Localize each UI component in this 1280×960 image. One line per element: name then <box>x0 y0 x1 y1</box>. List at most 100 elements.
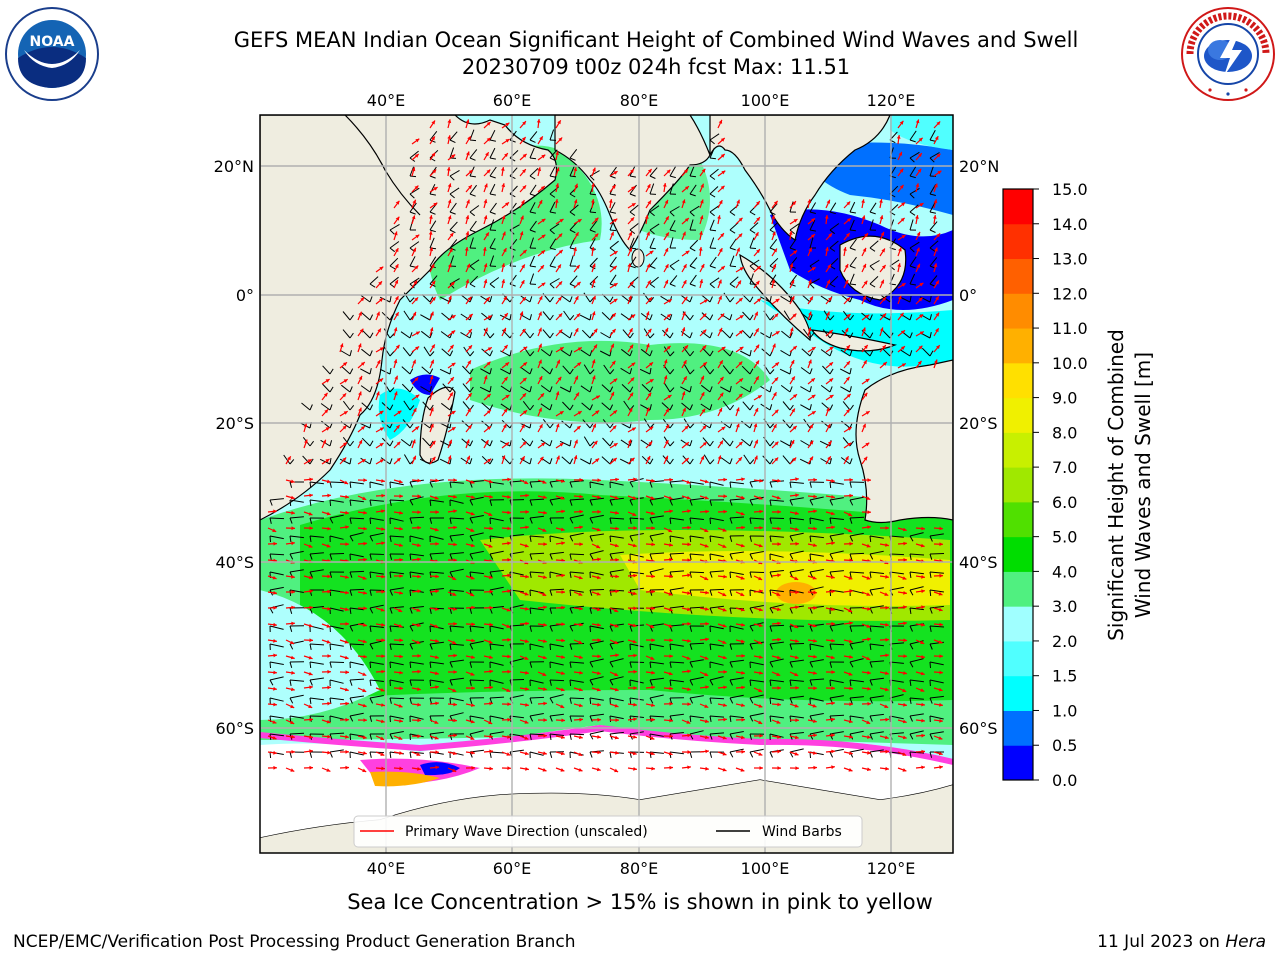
wave-arrow-head <box>615 589 619 594</box>
wind-barb <box>529 498 545 501</box>
wave-arrow-head <box>754 455 758 460</box>
wind-barb <box>649 643 664 648</box>
wave-arrow-head <box>865 411 870 415</box>
wave-arrow-head <box>831 525 835 530</box>
wind-barb-flag <box>589 265 596 270</box>
wind-barb-flag <box>909 697 912 704</box>
wave-arrow-head <box>795 493 799 498</box>
wind-barb-flag <box>729 314 733 321</box>
wave-arrow-head <box>578 592 583 596</box>
wind-barb <box>439 422 451 429</box>
wind-barb-flag <box>349 517 352 525</box>
wave-arrow-head <box>507 766 511 771</box>
wind-barb-flag <box>929 625 932 632</box>
wave-arrow-head <box>487 347 492 351</box>
wind-barb <box>869 240 879 249</box>
wave-arrow-head <box>449 232 454 237</box>
wind-barb <box>740 386 751 393</box>
wave-arrow-head <box>902 576 907 580</box>
wave-arrow-head <box>718 279 722 284</box>
x-tick-top-60e: 60°E <box>493 91 531 110</box>
wave-arrow-head <box>936 121 941 126</box>
wind-barb-flag <box>569 157 576 161</box>
wind-barb <box>509 202 517 213</box>
wave-arrow-head <box>308 544 313 548</box>
wind-barb <box>329 481 345 484</box>
wind-barb <box>849 715 864 719</box>
wind-barb-flag <box>549 553 553 560</box>
colorbar-label: 15.0 <box>1052 180 1088 199</box>
wave-arrow-head <box>395 200 400 205</box>
wind-barb-flag <box>529 481 533 488</box>
wind-barb <box>403 400 411 411</box>
wave-arrow-head <box>647 328 652 333</box>
wave-arrow-head <box>919 331 924 335</box>
wave-arrow-head <box>881 248 885 253</box>
wave-arrow-head <box>794 735 799 740</box>
wave-arrow-head <box>520 280 525 285</box>
wind-barb <box>640 312 651 321</box>
wave-arrow-head <box>594 217 599 222</box>
wave-arrow-head <box>934 359 938 364</box>
wind-barb-flag <box>769 332 772 339</box>
wave-arrow-head <box>902 735 907 740</box>
wind-barb-flag <box>789 499 793 506</box>
wave-arrow-head <box>759 766 763 770</box>
wind-barb <box>689 535 704 539</box>
wave-arrow-head <box>273 686 277 691</box>
wind-barb <box>889 642 905 645</box>
wave-arrow-head <box>542 592 547 596</box>
wind-barb-flag <box>649 175 656 179</box>
wave-arrow-head <box>415 331 420 335</box>
wind-barb-flag <box>749 481 753 488</box>
wave-arrow-head <box>431 136 435 141</box>
wind-barb-flag <box>589 697 592 705</box>
wave-arrow-head <box>826 279 830 284</box>
wind-barb-flag <box>749 211 756 216</box>
wind-barb <box>849 641 864 645</box>
wind-barb <box>880 294 891 303</box>
wind-barb-flag <box>609 679 614 686</box>
wave-arrow-head <box>471 686 475 690</box>
wave-arrow-head <box>773 248 777 253</box>
wave-arrow-head <box>290 495 295 500</box>
wind-barb-flag <box>769 715 772 722</box>
wave-arrow-head <box>524 639 529 644</box>
wave-arrow-head <box>633 767 637 771</box>
wind-barb-flag <box>669 535 672 543</box>
wind-barb <box>909 219 914 231</box>
wind-barb <box>580 385 591 393</box>
wind-barb <box>789 532 804 537</box>
wave-arrow-head <box>807 327 812 332</box>
wave-arrow-head <box>486 361 491 366</box>
wind-barb-flag <box>709 589 713 596</box>
wave-arrow-head <box>485 152 489 157</box>
wave-arrow-head <box>794 624 799 628</box>
wave-arrow-head <box>467 136 471 141</box>
wind-barb-flag <box>649 535 654 542</box>
wave-arrow-head <box>453 525 457 530</box>
wave-arrow-head <box>648 297 653 302</box>
wave-arrow-head <box>722 528 727 532</box>
wave-arrow-head <box>556 455 560 460</box>
wave-arrow-head <box>465 231 470 236</box>
wave-arrow-head <box>596 607 601 612</box>
wind-barb <box>649 715 665 718</box>
wind-barb <box>640 348 651 357</box>
wave-arrow-head <box>468 314 473 318</box>
wave-arrow-head <box>561 671 565 675</box>
wind-barb-flag <box>529 404 534 411</box>
wave-arrow-head <box>596 575 601 580</box>
wind-barb <box>709 676 724 681</box>
wind-barb <box>349 553 364 558</box>
wind-barb <box>709 219 715 231</box>
wave-arrow-head <box>668 496 673 500</box>
wave-arrow-head <box>738 217 743 222</box>
wave-arrow-head <box>327 654 331 658</box>
wind-barb-flag <box>569 283 576 288</box>
wave-arrow-head <box>740 495 745 500</box>
wave-arrow-head <box>470 672 475 676</box>
wind-barb-flag <box>349 733 352 741</box>
wind-barb <box>629 571 644 575</box>
wind-barb <box>849 516 865 519</box>
